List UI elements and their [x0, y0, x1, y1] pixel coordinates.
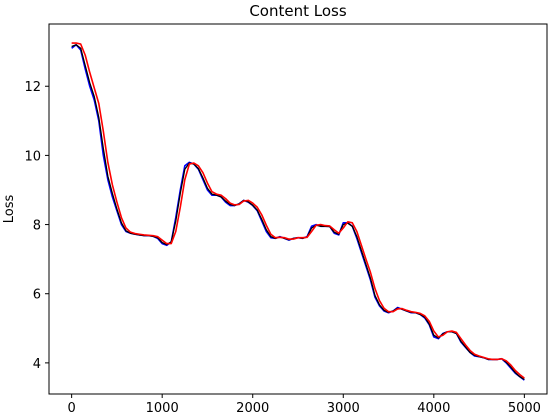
plot-frame — [48, 23, 548, 395]
y-axis-label: Loss — [2, 195, 17, 224]
x-tick-label: 4000 — [417, 401, 450, 415]
plot-area — [48, 23, 548, 395]
series-line-smoothed — [71, 42, 525, 379]
x-tick-label: 1000 — [146, 401, 179, 415]
y-axis: 4 6 8 10 12 — [24, 80, 49, 372]
x-tick-label: 2000 — [236, 401, 269, 415]
x-tick-label: 3000 — [327, 401, 360, 415]
series-group — [71, 42, 525, 381]
y-tick-label: 12 — [24, 80, 41, 95]
y-tick-label: 10 — [24, 149, 41, 164]
x-tick-label: 0 — [67, 401, 75, 415]
y-tick-label: 4 — [33, 357, 41, 372]
y-tick-label: 8 — [33, 219, 41, 234]
x-axis: 0 1000 2000 3000 4000 5000 — [67, 394, 541, 415]
x-tick-label: 5000 — [508, 401, 541, 415]
chart-title: Content Loss — [249, 2, 347, 20]
y-tick-label: 6 — [33, 288, 41, 303]
